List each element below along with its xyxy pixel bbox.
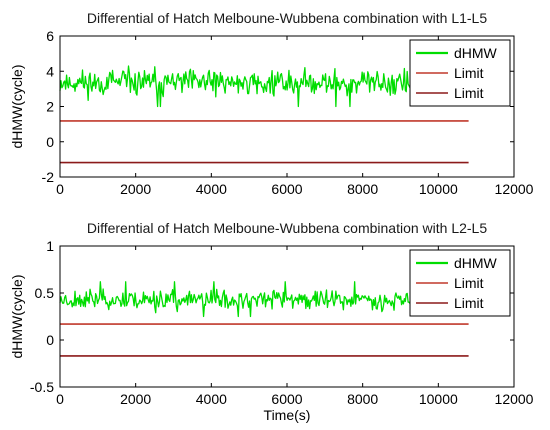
y-tick-label: 0 (46, 134, 54, 150)
y-tick-label: 4 (46, 63, 54, 79)
legend-label: Limit (454, 275, 484, 291)
chart-title: Differential of Hatch Melboune-Wubbena c… (87, 220, 487, 236)
legend: dHMW Limit Limit (409, 249, 511, 317)
y-axis-label: dHMW(cycle) (9, 65, 25, 149)
x-tick-label: 10000 (419, 391, 458, 407)
y-tick-label: 6 (46, 28, 54, 44)
y-tick-label: 0.5 (35, 285, 55, 301)
x-tick-label: 0 (56, 181, 64, 197)
y-tick-label: -0.5 (30, 379, 54, 395)
x-tick-label: 2000 (120, 391, 151, 407)
y-tick-label: -2 (42, 169, 55, 185)
x-tick-label: 12000 (495, 181, 534, 197)
x-tick-label: 0 (56, 391, 64, 407)
series-line-1 (59, 65, 417, 108)
y-axis-label: dHMW(cycle) (9, 275, 25, 359)
legend-label: dHMW (454, 255, 498, 271)
chart-panel-1: Differential of Hatch Melboune-Wubbena c… (9, 10, 534, 197)
x-tick-label: 4000 (196, 181, 227, 197)
y-tick-label: 0 (46, 332, 54, 348)
legend-label: Limit (454, 65, 484, 81)
x-tick-label: 6000 (271, 181, 302, 197)
x-tick-label: 8000 (347, 391, 378, 407)
legend: dHMW Limit Limit (409, 39, 511, 107)
legend-label: Limit (454, 85, 484, 101)
x-tick-label: 6000 (271, 391, 302, 407)
x-tick-label: 4000 (196, 391, 227, 407)
x-tick-label: 2000 (120, 181, 151, 197)
x-tick-label: 10000 (419, 181, 458, 197)
series-line-1 (59, 281, 416, 318)
y-tick-label: 1 (46, 238, 54, 254)
chart-title: Differential of Hatch Melboune-Wubbena c… (87, 10, 487, 26)
legend-label: dHMW (454, 45, 498, 61)
x-axis-label: Time(s) (264, 407, 311, 423)
x-tick-label: 12000 (495, 391, 534, 407)
x-tick-label: 8000 (347, 181, 378, 197)
legend-label: Limit (454, 295, 484, 311)
chart-panel-2: Differential of Hatch Melboune-Wubbena c… (9, 220, 534, 423)
y-tick-label: 2 (46, 99, 54, 115)
